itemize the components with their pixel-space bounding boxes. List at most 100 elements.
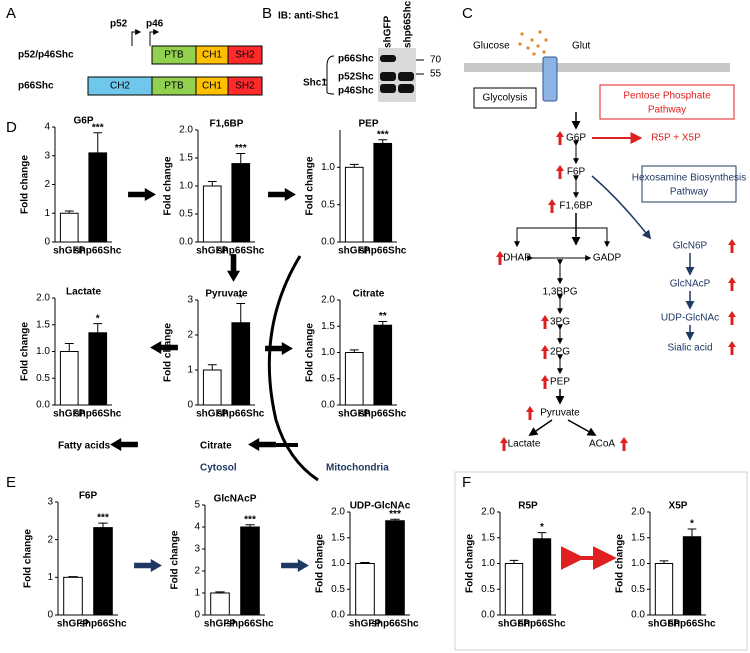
y-axis-label: Fold change — [315, 534, 326, 593]
start-label: p52 — [110, 19, 128, 30]
significance: *** — [97, 513, 109, 524]
domain-label: SH2 — [235, 50, 255, 61]
hbp-metabolite: UDP-GlcNAc — [661, 313, 719, 324]
chart-title: Citrate — [353, 289, 385, 300]
y-tick-label: 2 — [194, 566, 200, 577]
y-tick-label: 0.5 — [179, 209, 193, 220]
y-tick-label: 0 — [187, 400, 193, 411]
y-tick-label: 1.0 — [481, 558, 495, 569]
x-tick-label: shGFP — [196, 246, 229, 257]
flow-diagram: Fatty acids Citrate Cytosol Mitochondria — [58, 188, 389, 482]
bar — [355, 563, 375, 616]
panel-label: B — [262, 5, 272, 22]
pathway-diagram: Glucose Glut Glycolysis Pentose Phosphat… — [464, 30, 746, 451]
metabolite: G6P — [566, 133, 586, 144]
lane-label: shGFP — [383, 15, 394, 48]
band-label: p46Shc — [338, 86, 374, 97]
error-bar — [64, 210, 74, 214]
domain-diagram: p52/p46Shc p66Shc p52 p46 PTB CH1 SH2 CH… — [18, 19, 263, 96]
panel-label: F — [462, 474, 471, 491]
bar-chart: Lactate Fold change 0.0 0.5 1.0 1.5 2.0 shGFPsh… — [20, 287, 122, 420]
panel-labels: A B C D E F — [6, 5, 473, 491]
y-tick-label: 1.5 — [36, 319, 50, 330]
error-bar — [68, 576, 78, 578]
y-axis-label: Fold change — [615, 534, 626, 593]
y-tick-label: 0 — [194, 610, 200, 621]
metabolite: PEP — [550, 377, 570, 388]
error-bar — [93, 132, 103, 153]
y-tick-label: 3 — [187, 295, 193, 306]
group-label: Shc1 — [303, 78, 327, 89]
error-bar — [215, 591, 225, 593]
hbp-metabolite: Sialic acid — [667, 343, 712, 354]
y-tick-label: 0.5 — [321, 373, 335, 384]
y-tick-label: 0 — [47, 610, 53, 621]
bar — [88, 152, 108, 243]
domain — [227, 45, 263, 65]
pathway-arrows — [514, 112, 695, 437]
significance: *** — [92, 122, 104, 133]
hbp-metabolite: GlcNAcP — [670, 279, 711, 290]
flow-label: Fatty acids — [58, 441, 111, 452]
band — [398, 84, 414, 93]
flow-label: Citrate — [200, 441, 232, 452]
domain-label: CH1 — [202, 50, 222, 61]
domain-label: SH2 — [235, 81, 255, 92]
chart-title: G6P — [73, 116, 93, 127]
bar-chart: Citrate Fold change 0.0 0.5 1.0 1.5 2.0 shGFPsh… — [305, 289, 407, 420]
significance: * — [96, 313, 100, 324]
isoform-label: p52/p46Shc — [18, 50, 74, 61]
y-tick-label: 1.5 — [179, 153, 193, 164]
panel-label: D — [6, 119, 17, 136]
panel-arrows — [134, 471, 748, 651]
bar — [88, 332, 108, 406]
error-bar — [509, 559, 519, 564]
bar — [373, 142, 393, 243]
metabolite: Lactate — [508, 439, 541, 450]
membrane — [464, 63, 730, 72]
metabolite: F1,6BP — [559, 201, 593, 212]
lane-label: shp66Shc — [403, 0, 414, 48]
ppp-box — [599, 84, 735, 120]
bar — [231, 163, 251, 243]
x-tick-label: shp66Shc — [518, 619, 566, 630]
y-tick-label: 4 — [44, 122, 50, 133]
bar — [504, 563, 524, 616]
domain — [227, 76, 263, 96]
glucose-label: Glucose — [473, 41, 510, 52]
panel-label: A — [6, 5, 16, 22]
y-tick-label: 1.5 — [631, 532, 645, 543]
transporter-label: Glut — [572, 41, 591, 52]
western-blot: IB: anti-Shc1 shGFP shp66Shc 70 55 p66Sh… — [278, 0, 442, 102]
bar-chart: R5P Fold change 0.0 0.5 1.0 1.5 2.0 shGFPshp66S… — [465, 501, 566, 630]
marker-label: 55 — [430, 69, 442, 80]
significance: ** — [379, 311, 387, 322]
y-tick-label: 1.0 — [331, 558, 345, 569]
y-tick-label: 1.0 — [321, 162, 335, 173]
y-tick-label: 1.5 — [481, 532, 495, 543]
x-tick-label: shGFP — [338, 246, 371, 257]
y-axis-label: Fold change — [20, 322, 31, 381]
y-tick-label: 0.5 — [321, 199, 335, 210]
panel-label: C — [462, 5, 473, 22]
y-tick-label: 5 — [194, 500, 200, 511]
y-tick-label: 0.5 — [481, 584, 495, 595]
y-tick-label: 2 — [47, 534, 53, 545]
x-tick-label: shGFP — [498, 619, 531, 630]
hbp-label: Pathway — [670, 187, 708, 198]
bar — [532, 538, 552, 616]
error-bar — [98, 522, 108, 528]
y-tick-label: 4 — [194, 522, 200, 533]
bar — [210, 592, 230, 616]
significance: *** — [244, 514, 256, 525]
bar — [63, 576, 83, 616]
x-tick-label: shp66Shc — [74, 246, 122, 257]
y-tick-label: 0.0 — [321, 237, 335, 248]
metabolite: Pyruvate — [540, 408, 580, 419]
bar — [59, 351, 79, 406]
x-tick-label: shp66Shc — [217, 409, 265, 420]
significance: *** — [377, 129, 389, 140]
y-axis-label: Fold change — [305, 156, 316, 215]
